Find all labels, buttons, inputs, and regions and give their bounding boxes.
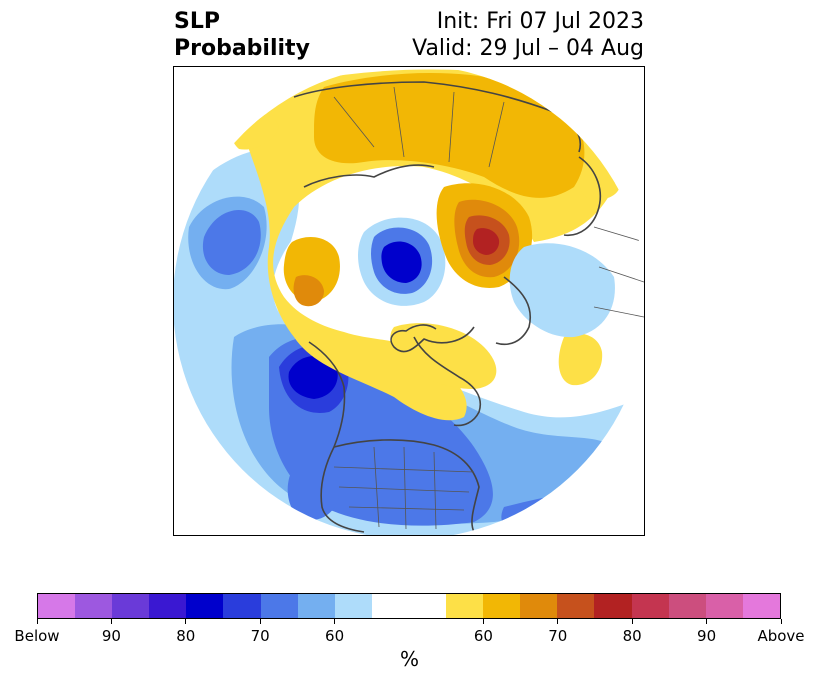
colorbar-segment: [742, 594, 780, 618]
colorbar-segment: [594, 594, 632, 618]
colorbar-tick-label: Below: [14, 627, 60, 645]
colorbar-segment: [705, 594, 743, 618]
colorbar-segment: [520, 594, 558, 618]
colorbar-tick-mark: [36, 619, 38, 624]
colorbar-tick-label: 70: [548, 627, 568, 645]
colorbar-segment: [223, 594, 261, 618]
title-product: Probability: [174, 36, 310, 61]
colorbar-tick-mark: [110, 619, 112, 624]
colorbar-segment: [483, 594, 521, 618]
colorbar-tick-label: Above: [757, 627, 805, 645]
orange-region-eurasia: [314, 73, 585, 198]
colorbar-segment: [446, 594, 484, 618]
colorbar-segment: [668, 594, 706, 618]
polar-map-svg: [174, 69, 644, 535]
colorbar-tick-label: 60: [473, 627, 493, 645]
colorbar-tick-mark: [706, 619, 708, 624]
blue-region-north-pacific-core: [202, 210, 261, 275]
yellow-region-hudson: [390, 323, 497, 389]
colorbar-segment: [557, 594, 595, 618]
colorbar-tick-mark: [631, 619, 633, 624]
dark-blue-region-arctic-low: [381, 241, 422, 283]
colorbar-segment: [186, 594, 224, 618]
colorbar-tick-mark: [482, 619, 484, 624]
colorbar-tick-mark: [334, 619, 336, 624]
probability-map: [173, 66, 645, 536]
init-date: Init: Fri 07 Jul 2023: [436, 9, 644, 34]
colorbar-tick-mark: [259, 619, 261, 624]
colorbar-segment: [371, 594, 447, 618]
colorbar-unit-label: %: [399, 647, 419, 671]
colorbar-tick-label: 70: [250, 627, 270, 645]
red-region-siberia-core: [473, 228, 500, 255]
dark-orange-region-canada-west: [293, 275, 324, 307]
colorbar-tick-mark: [780, 619, 782, 624]
colorbar-segment: [38, 594, 76, 618]
colorbar-segment: [75, 594, 113, 618]
valid-period: Valid: 29 Jul – 04 Aug: [412, 36, 644, 61]
chart-title: SLP Probability: [174, 8, 310, 62]
core-blue-region-alaska: [288, 355, 338, 399]
political-borders: [333, 86, 644, 530]
colorbar-tick-label: 60: [325, 627, 345, 645]
colorbar-segment: [149, 594, 187, 618]
colorbar-tick-mark: [557, 619, 559, 624]
light-blue-region-europe: [509, 243, 615, 338]
chart-dates: Init: Fri 07 Jul 2023 Valid: 29 Jul – 04…: [412, 8, 644, 62]
colorbar-segment: [260, 594, 298, 618]
colorbar-segment: [334, 594, 372, 618]
colorbar-segment: [112, 594, 150, 618]
colorbar-segment: [631, 594, 669, 618]
colorbar-tick-label: 80: [176, 627, 196, 645]
blue-region-us-southwest: [287, 466, 339, 521]
probability-colorbar: [37, 593, 781, 619]
title-variable: SLP: [174, 9, 220, 34]
colorbar-tick-mark: [185, 619, 187, 624]
colorbar-tick-label: 90: [697, 627, 717, 645]
colorbar-tick-label: 80: [622, 627, 642, 645]
yellow-region-north-atlantic: [558, 333, 603, 386]
colorbar-segment: [297, 594, 335, 618]
colorbar-tick-label: 90: [101, 627, 121, 645]
